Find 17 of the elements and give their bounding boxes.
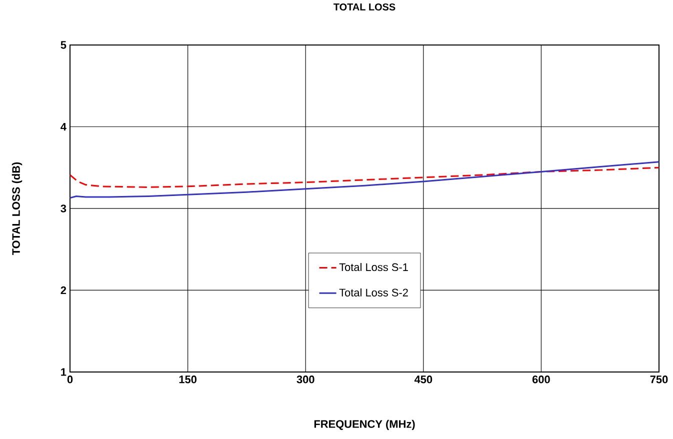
x-tick-label: 600 (532, 376, 550, 384)
y-tick-label: 3 (60, 204, 66, 212)
chart-title: TOTAL LOSS (334, 3, 396, 10)
x-tick-label: 750 (650, 376, 668, 384)
line-series (70, 161, 659, 199)
x-tick-label: 150 (179, 376, 196, 384)
legend-label: Total Loss S-1 (339, 263, 408, 272)
x-tick-label: 0 (67, 376, 73, 384)
x-axis-title: FREQUENCY (MHz) (314, 420, 415, 430)
x-tick-label: 300 (296, 376, 314, 384)
x-tick-label: 450 (414, 376, 432, 384)
y-tick-label: 5 (60, 41, 66, 49)
y-tick-label: 1 (61, 368, 66, 376)
legend-label: Total Loss S-2 (339, 288, 408, 296)
y-tick-label: 4 (60, 122, 66, 131)
y-tick-label: 2 (60, 286, 66, 294)
y-axis-title: TOTAL LOSS (dB) (12, 162, 22, 256)
